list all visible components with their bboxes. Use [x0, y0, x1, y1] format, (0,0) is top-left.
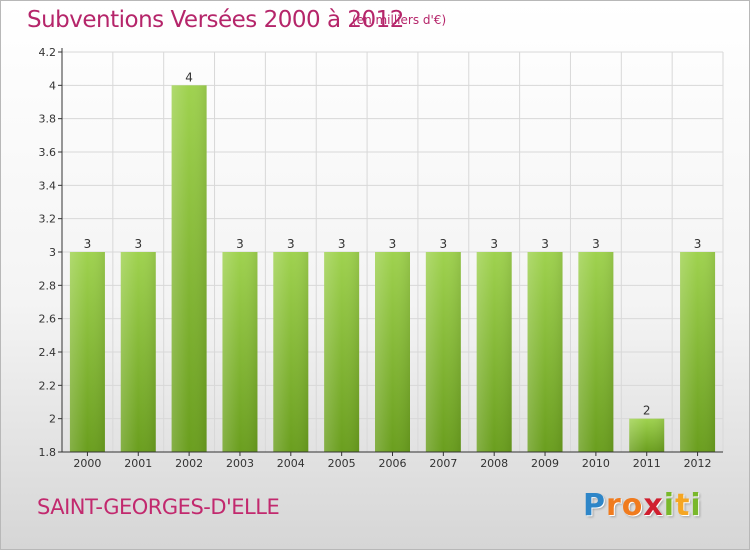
- value-label-2006: 3: [389, 237, 397, 251]
- y-tick-label: 2.8: [39, 279, 57, 292]
- proxiti-logo[interactable]: Proxiti: [583, 488, 702, 523]
- x-tick-label-2005: 2005: [328, 457, 356, 470]
- x-tick-label-2007: 2007: [429, 457, 457, 470]
- value-label-2010: 3: [592, 237, 600, 251]
- value-label-2002: 4: [185, 70, 193, 84]
- commune-name: SAINT-GEORGES-D'ELLE: [37, 495, 280, 519]
- bars: [69, 85, 716, 452]
- value-label-2005: 3: [338, 237, 346, 251]
- value-label-2011: 2: [643, 404, 651, 418]
- logo-letter: x: [643, 488, 664, 523]
- chart-subtitle: (en milliers d'€): [352, 13, 447, 27]
- value-label-2001: 3: [134, 237, 142, 251]
- y-tick-label: 2.2: [39, 379, 57, 392]
- logo-letter: P: [583, 488, 606, 523]
- x-tick-label-2004: 2004: [277, 457, 305, 470]
- x-tick-label-2001: 2001: [124, 457, 152, 470]
- y-tick-label: 3: [49, 246, 56, 259]
- value-label-2004: 3: [287, 237, 295, 251]
- x-tick-label-2010: 2010: [582, 457, 610, 470]
- bar-chart: 3 2000 3 2001 4 2002 3 2003 3 2004 3 2005 3 2006 3 2007…: [39, 46, 724, 470]
- bar-shade-2003: [222, 252, 258, 452]
- logo-letter: i: [690, 488, 702, 523]
- logo-letter: r: [606, 488, 622, 523]
- x-tick-label-2003: 2003: [226, 457, 254, 470]
- axes: [58, 48, 723, 456]
- bar-shade-2012: [680, 252, 716, 452]
- bar-shade-2001: [120, 252, 156, 452]
- bar-shade-2000: [69, 252, 105, 452]
- y-tick-label: 2.6: [39, 313, 57, 326]
- x-tick-label-2000: 2000: [73, 457, 101, 470]
- logo-letter: o: [621, 488, 644, 523]
- logo-letter: t: [675, 488, 691, 523]
- value-label-2009: 3: [541, 237, 549, 251]
- y-tick-label: 4: [49, 79, 56, 92]
- y-tick-label: 2.4: [39, 346, 57, 359]
- bar-shade-2011: [629, 418, 665, 452]
- bar-shade-2004: [273, 252, 309, 452]
- x-tick-label-2012: 2012: [684, 457, 712, 470]
- value-label-2000: 3: [84, 237, 92, 251]
- x-tick-label-2011: 2011: [633, 457, 661, 470]
- logo-letter: i: [663, 488, 676, 523]
- y-tick-label: 3.4: [39, 179, 57, 192]
- value-label-2008: 3: [490, 237, 498, 251]
- labels: 3 2000 3 2001 4 2002 3 2003 3 2004 3 2005 3 2006 3 2007…: [39, 46, 712, 470]
- chart-title: Subventions Versées 2000 à 2012: [27, 7, 404, 33]
- x-tick-label-2006: 2006: [379, 457, 407, 470]
- bar-shade-2010: [578, 252, 614, 452]
- y-tick-label: 3.6: [39, 146, 57, 159]
- y-tick-label: 4.2: [39, 46, 57, 59]
- y-tick-label: 1.8: [39, 446, 57, 459]
- value-label-2012: 3: [694, 237, 702, 251]
- y-tick-label: 2: [49, 413, 56, 426]
- value-label-2007: 3: [440, 237, 448, 251]
- bar-shade-2005: [324, 252, 360, 452]
- x-tick-label-2002: 2002: [175, 457, 203, 470]
- bar-shade-2009: [527, 252, 563, 452]
- x-tick-label-2009: 2009: [531, 457, 559, 470]
- y-tick-label: 3.2: [39, 213, 57, 226]
- bar-shade-2008: [476, 252, 512, 452]
- bar-shade-2007: [425, 252, 461, 452]
- x-tick-label-2008: 2008: [480, 457, 508, 470]
- bar-shade-2006: [375, 252, 410, 452]
- y-tick-label: 3.8: [39, 113, 57, 126]
- value-label-2003: 3: [236, 237, 244, 251]
- bar-shade-2002: [171, 85, 207, 452]
